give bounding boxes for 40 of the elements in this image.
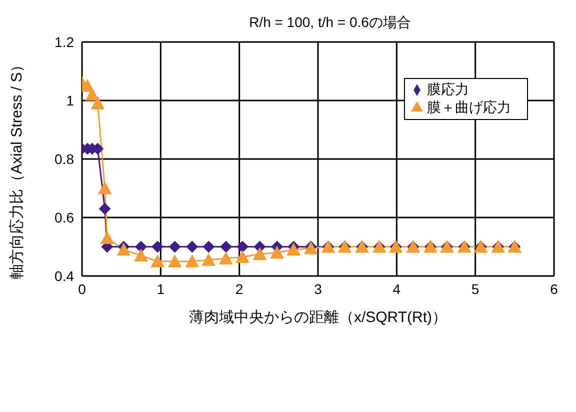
point — [220, 240, 232, 253]
point — [90, 96, 105, 110]
legend-label: 膜＋曲げ応力 — [427, 99, 511, 115]
x-tick-label: 3 — [314, 280, 322, 297]
chart-title: R/h = 100, t/h = 0.6の場合 — [248, 14, 412, 32]
point — [85, 88, 100, 101]
legend-label: 膜応力 — [427, 81, 469, 97]
point — [100, 230, 114, 244]
point — [202, 240, 215, 253]
point — [98, 202, 111, 215]
x-axis-title: 薄肉域中央からの距離（x/SQRT(Rt)） — [188, 309, 448, 326]
x-tick-label: 6 — [550, 280, 558, 297]
point — [202, 252, 216, 266]
point — [270, 246, 284, 259]
x-tick-label: 5 — [471, 280, 480, 297]
point — [168, 240, 181, 253]
y-axis-title: 軸方向応力比（Axial Stress / S） — [8, 57, 26, 279]
point — [185, 254, 200, 268]
point — [186, 240, 198, 253]
point — [134, 248, 148, 262]
point — [252, 247, 267, 260]
point — [235, 250, 250, 263]
point — [98, 181, 112, 194]
x-tick-label: 4 — [392, 280, 401, 297]
point — [286, 242, 301, 256]
y-tick-label: 0.6 — [54, 209, 74, 226]
point — [135, 240, 147, 253]
y-tick-label: 1 — [66, 92, 74, 108]
x-tick-label: 0 — [78, 280, 86, 297]
y-tick-label: 0.8 — [54, 150, 74, 167]
point — [150, 254, 165, 268]
point — [236, 240, 248, 253]
point — [116, 242, 131, 256]
x-tick-label: 1 — [156, 280, 165, 297]
y-tick-label: 1.2 — [54, 34, 74, 50]
x-tick-label: 2 — [235, 280, 244, 297]
y-tick-label: 0.4 — [54, 268, 74, 284]
point — [152, 240, 164, 253]
point — [218, 251, 233, 264]
point — [168, 254, 182, 268]
